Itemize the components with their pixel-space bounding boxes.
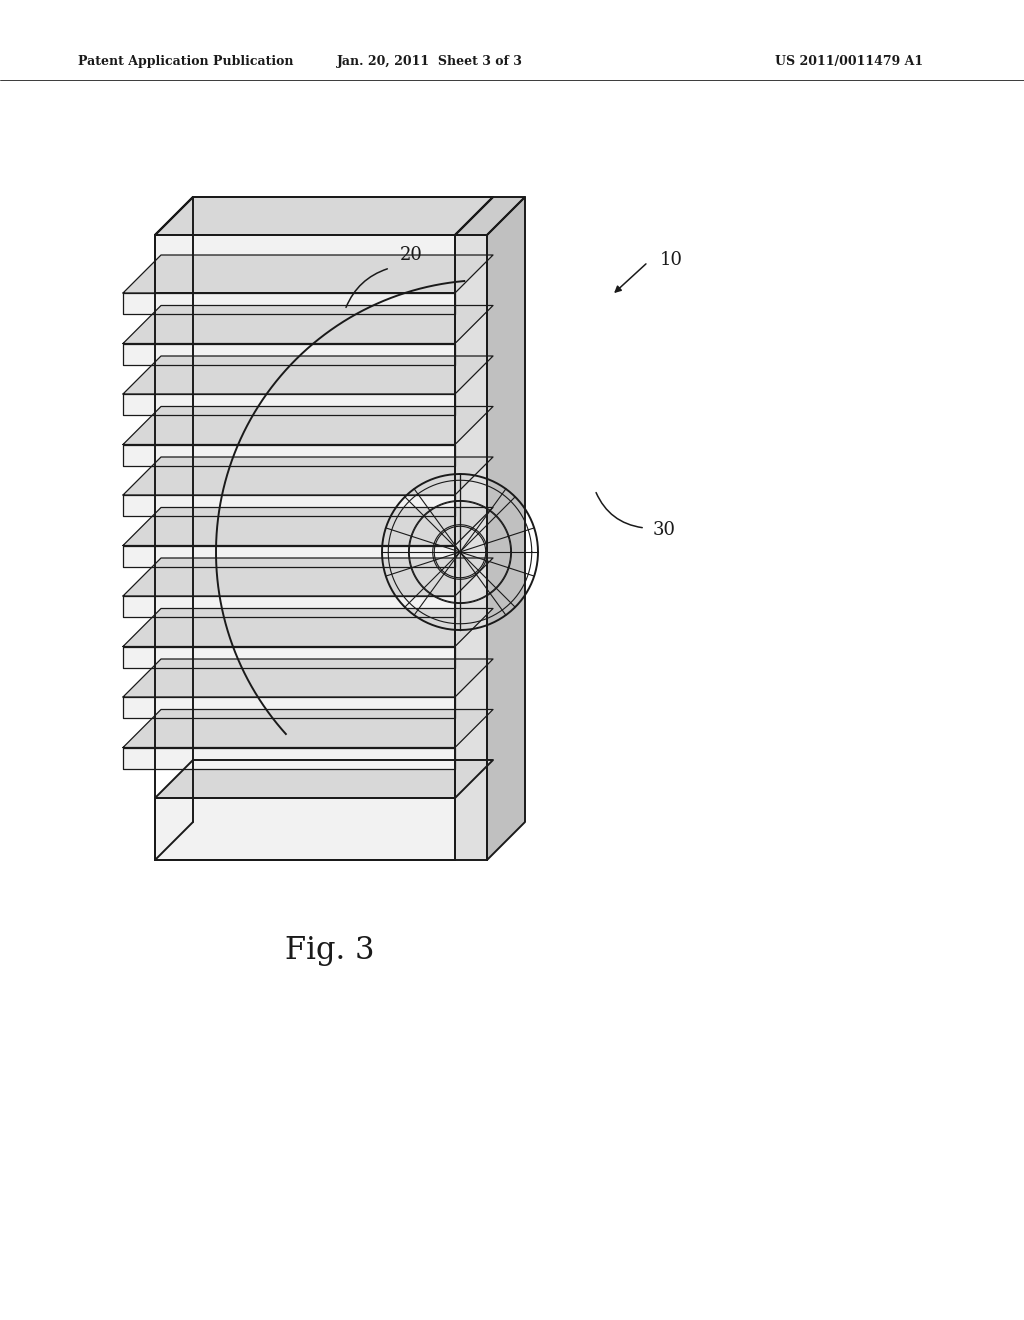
Text: 10: 10 [660,251,683,269]
Text: US 2011/0011479 A1: US 2011/0011479 A1 [775,55,923,69]
Polygon shape [123,356,493,393]
Polygon shape [155,197,493,235]
Polygon shape [123,597,455,618]
Polygon shape [123,293,455,314]
Polygon shape [123,747,455,768]
Polygon shape [123,609,493,647]
Polygon shape [123,495,455,516]
Polygon shape [155,235,455,293]
Polygon shape [123,659,493,697]
Polygon shape [123,407,493,445]
Text: 20: 20 [400,246,423,264]
Polygon shape [193,197,493,822]
FancyArrowPatch shape [615,264,646,292]
Polygon shape [123,255,493,293]
Polygon shape [155,197,493,235]
Text: Jan. 20, 2011  Sheet 3 of 3: Jan. 20, 2011 Sheet 3 of 3 [337,55,523,69]
Polygon shape [123,457,493,495]
FancyArrowPatch shape [596,492,642,528]
Polygon shape [123,647,455,668]
Polygon shape [123,445,455,466]
Polygon shape [123,710,493,747]
Text: Fig. 3: Fig. 3 [286,935,375,965]
Polygon shape [123,507,493,545]
Polygon shape [123,343,455,364]
Polygon shape [123,305,493,343]
FancyArrowPatch shape [346,269,387,308]
Polygon shape [455,197,525,235]
Polygon shape [487,197,525,861]
Polygon shape [123,558,493,597]
Polygon shape [155,255,193,293]
Text: Patent Application Publication: Patent Application Publication [78,55,294,69]
Polygon shape [155,799,455,861]
Polygon shape [155,760,493,799]
Polygon shape [455,235,487,861]
Polygon shape [123,697,455,718]
Polygon shape [123,545,455,566]
Text: 30: 30 [653,521,676,539]
Polygon shape [123,393,455,416]
